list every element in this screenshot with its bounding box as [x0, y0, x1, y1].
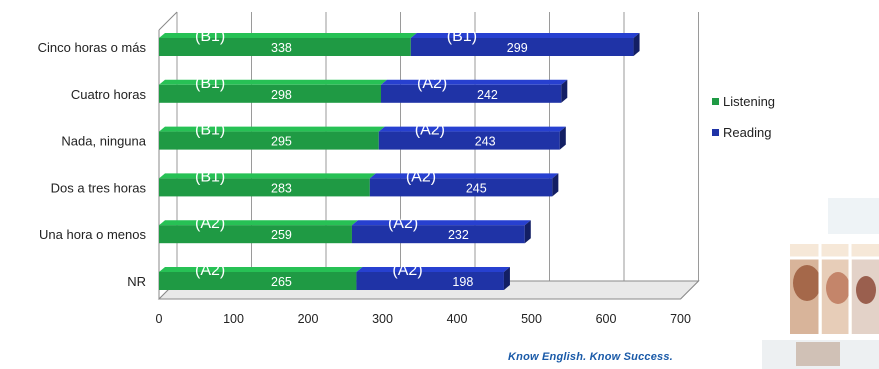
level-label-listening: (A2): [195, 215, 225, 232]
bar-listening: [159, 131, 379, 150]
value-label-reading: 242: [477, 88, 498, 102]
level-label-listening: (B1): [195, 122, 225, 139]
level-label-listening: (B1): [195, 75, 225, 92]
bar-reading: [369, 178, 553, 197]
bar-top-listening: [159, 79, 388, 85]
bars: [159, 33, 640, 290]
bar-reading: [381, 84, 562, 103]
level-label-reading: (A2): [417, 75, 447, 92]
x-tick-label: 700: [670, 312, 691, 326]
bar-side-reading: [503, 267, 510, 290]
x-tick-label: 400: [447, 312, 468, 326]
bar-listening: [159, 84, 382, 103]
x-tick-label: 500: [521, 312, 542, 326]
bar-side-reading: [524, 220, 531, 244]
labels: 0 100 200 300 400 500 600 700 Cinco horas o más (…: [38, 28, 691, 326]
bar-listening: [159, 178, 370, 197]
legend-swatch-listening: [712, 97, 719, 105]
level-label-listening: (B1): [195, 28, 225, 45]
bar-reading: [378, 131, 560, 150]
x-tick-label: 100: [223, 312, 244, 326]
x-tick-label: 200: [298, 312, 319, 326]
bar-top-listening: [159, 126, 385, 132]
x-tick-label: 0: [156, 312, 163, 326]
value-label-reading: 198: [452, 275, 473, 289]
bar-top-listening: [159, 220, 358, 226]
category-label: Una hora o menos: [39, 227, 146, 242]
level-label-reading: (A2): [392, 262, 422, 279]
brand-tagline: Know English. Know Success.: [508, 351, 673, 363]
legend-item-reading: Reading: [712, 121, 775, 143]
x-tick-label: 600: [596, 312, 617, 326]
bar-reading: [351, 225, 525, 244]
bar-reading: [356, 272, 504, 290]
legend-swatch-reading: [712, 128, 719, 136]
bar-top-reading: [369, 173, 559, 179]
bar-top-reading: [410, 33, 640, 38]
bar-side-reading: [561, 79, 568, 103]
bar-top-reading: [381, 79, 568, 85]
legend-label-reading: Reading: [723, 124, 772, 140]
value-label-listening: 295: [271, 135, 292, 149]
y-axis-depth: [158, 11, 178, 31]
brand-photo-image: [762, 198, 879, 369]
bar-listening: [159, 225, 352, 244]
value-label-reading: 299: [507, 41, 528, 55]
value-label-listening: 265: [271, 275, 292, 289]
legend-item-listening: Listening: [712, 90, 775, 112]
level-label-reading: (A2): [406, 168, 436, 185]
brand-photo: [762, 198, 879, 369]
level-label-listening: (B1): [195, 168, 225, 185]
bar-side-reading: [559, 126, 566, 150]
value-label-reading: 243: [475, 135, 496, 149]
bar-top-listening: [159, 173, 376, 179]
level-label-reading: (B1): [447, 28, 477, 45]
bar-top-reading: [351, 220, 531, 226]
value-label-reading: 232: [448, 228, 469, 242]
category-label: Nada, ninguna: [61, 134, 146, 149]
level-label-reading: (A2): [415, 122, 445, 139]
category-label: Cinco horas o más: [38, 40, 147, 55]
value-label-listening: 298: [271, 88, 292, 102]
x-tick-label: 300: [372, 312, 393, 326]
category-label: NR: [127, 274, 146, 289]
bar-listening: [159, 38, 411, 56]
bar-side-reading: [633, 33, 640, 56]
bar-top-reading: [356, 267, 510, 272]
level-label-listening: (A2): [195, 262, 225, 279]
value-label-listening: 283: [271, 181, 292, 195]
level-label-reading: (A2): [388, 215, 418, 232]
legend-label-listening: Listening: [723, 93, 776, 109]
bar-listening: [159, 272, 357, 290]
bar-top-listening: [159, 33, 417, 38]
value-label-listening: 338: [271, 41, 292, 55]
bar-top-listening: [159, 267, 363, 272]
value-label-listening: 259: [271, 228, 292, 242]
legend: Listening Reading: [712, 90, 775, 152]
bar-reading: [410, 38, 634, 56]
bar-top-reading: [378, 126, 566, 132]
category-label: Dos a tres horas: [51, 180, 147, 195]
bar-side-reading: [552, 173, 559, 197]
category-label: Cuatro horas: [71, 87, 147, 102]
value-label-reading: 245: [466, 181, 487, 195]
